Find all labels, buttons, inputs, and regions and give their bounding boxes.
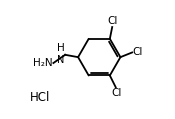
Text: N: N (57, 55, 65, 65)
Text: Cl: Cl (107, 16, 117, 26)
Text: Cl: Cl (112, 88, 122, 98)
Text: HCl: HCl (30, 91, 51, 104)
Text: Cl: Cl (133, 47, 143, 57)
Text: H: H (57, 43, 65, 53)
Text: H₂N: H₂N (33, 58, 53, 68)
